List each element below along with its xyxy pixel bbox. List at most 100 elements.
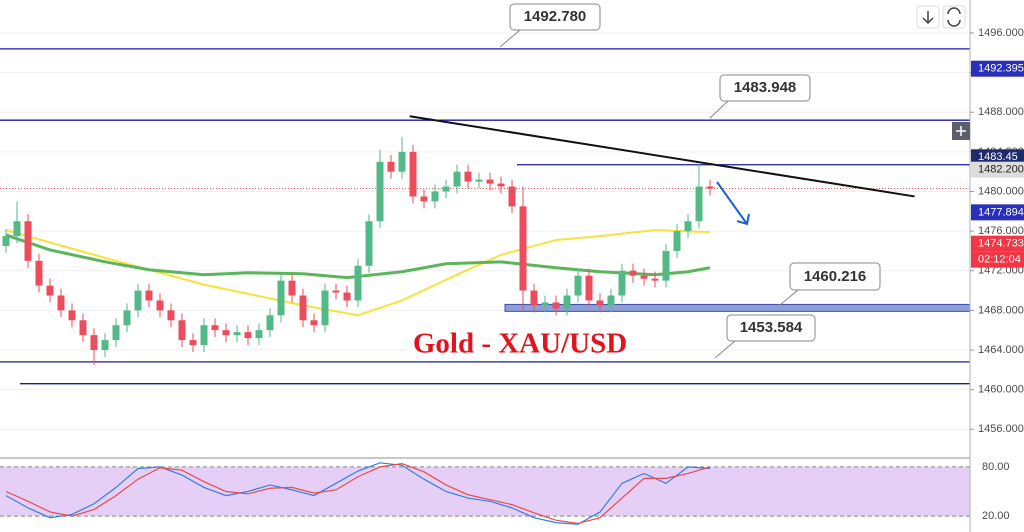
candle-body (68, 310, 76, 321)
y-tick-label: 1480.000 (978, 185, 1024, 197)
candle-body (343, 292, 351, 301)
price-badge (971, 204, 1024, 221)
candle-body (24, 221, 32, 261)
candle-body (321, 290, 329, 326)
candle-body (464, 171, 472, 182)
candle-body (156, 300, 164, 311)
candle-body (453, 171, 461, 187)
candle-body (288, 280, 296, 296)
candle-body (354, 265, 362, 301)
price-badge-label: 1474.733 (978, 238, 1024, 250)
y-tick-label: 1488.000 (978, 106, 1024, 118)
candle-body (629, 270, 637, 276)
callout-label: 1460.216 (804, 268, 867, 285)
candle-body (420, 196, 428, 202)
candle-body (541, 302, 549, 306)
candle-body (376, 161, 384, 222)
chart-title: Gold - XAU/USD (413, 328, 627, 360)
candle-body (387, 161, 395, 172)
candle-body (79, 320, 87, 336)
candle-body (101, 340, 109, 350)
candle-body (13, 221, 21, 237)
candle-body (255, 330, 263, 339)
reset-button[interactable] (942, 5, 966, 29)
candle-body (618, 270, 626, 296)
scroll-button[interactable] (916, 5, 940, 29)
candle-body (2, 236, 10, 246)
price-badge-label: 1482.200 (978, 164, 1024, 176)
countdown: 02:12:04 (978, 254, 1021, 266)
candle-body (189, 340, 197, 346)
y-tick-label: 1476.000 (978, 225, 1024, 237)
candle-body (57, 295, 65, 311)
candle-body (310, 320, 318, 326)
price-badge-label: 1483.45 (978, 151, 1018, 163)
callout: 1483.948 (709, 74, 811, 119)
oscillator-line (5, 463, 711, 525)
candle-body (519, 206, 527, 291)
candle-body (552, 302, 560, 309)
callout-label: 1483.948 (734, 79, 797, 96)
candle-body (662, 250, 670, 281)
candle-body (244, 332, 252, 339)
candle-body (673, 231, 681, 251)
candle-body (695, 186, 703, 222)
price-badge (971, 60, 1024, 77)
candle-body (233, 332, 241, 336)
y-tick-label: 1496.000 (978, 27, 1024, 39)
candle-body (563, 295, 571, 309)
callout-label: 1453.584 (740, 319, 803, 336)
candle-body (178, 320, 186, 341)
candle-body (332, 290, 340, 293)
y-tick-label: 1464.000 (978, 344, 1024, 356)
candle-body (365, 221, 373, 266)
candle-body (475, 179, 483, 182)
y-tick-label: 1460.000 (978, 384, 1024, 396)
candle-body (123, 310, 131, 326)
oscillator-band (0, 466, 970, 517)
candle-body (277, 280, 285, 316)
candle-body (145, 290, 153, 301)
y-tick-label: 1468.000 (978, 304, 1024, 316)
support-zone (504, 303, 971, 312)
candle-body (607, 295, 615, 306)
candle-body (266, 315, 274, 331)
candle-body (90, 335, 98, 350)
candle-body (211, 325, 219, 331)
candle-body (409, 151, 417, 197)
moving-average (5, 233, 711, 280)
price-badge-label: 1492.395 (978, 63, 1024, 75)
callout: 1460.216 (779, 262, 881, 306)
oscillator-line (5, 462, 711, 525)
callout: 1492.780 (499, 3, 601, 48)
price-badge (971, 161, 1024, 178)
candle-body (574, 275, 582, 296)
candle-body (651, 278, 659, 281)
trendline (409, 115, 915, 198)
candle-body (596, 300, 604, 306)
candle-body (35, 260, 43, 286)
callout-label: 1492.780 (524, 8, 587, 25)
arrow (716, 181, 750, 226)
candle-body (398, 151, 406, 172)
price-badge-label: 1477.894 (978, 206, 1024, 218)
candle-body (167, 310, 175, 321)
price-badge (971, 149, 1024, 166)
candle-body (508, 186, 516, 207)
candle-body (530, 290, 538, 306)
candle-body (299, 295, 307, 321)
countdown-badge (971, 251, 1024, 268)
candle-body (497, 183, 505, 187)
callout: 1453.584 (714, 314, 816, 359)
candle-body (585, 275, 593, 301)
oscillator-tick-label: 80.00 (982, 461, 1010, 473)
add-button[interactable] (952, 122, 970, 140)
candle-body (134, 290, 142, 311)
y-tick-label: 1456.000 (978, 423, 1024, 435)
oscillator-tick-label: 20.00 (982, 510, 1010, 522)
candle-body (46, 285, 54, 296)
candle-body (442, 186, 450, 192)
candle-body (200, 325, 208, 346)
candle-body (684, 221, 692, 232)
